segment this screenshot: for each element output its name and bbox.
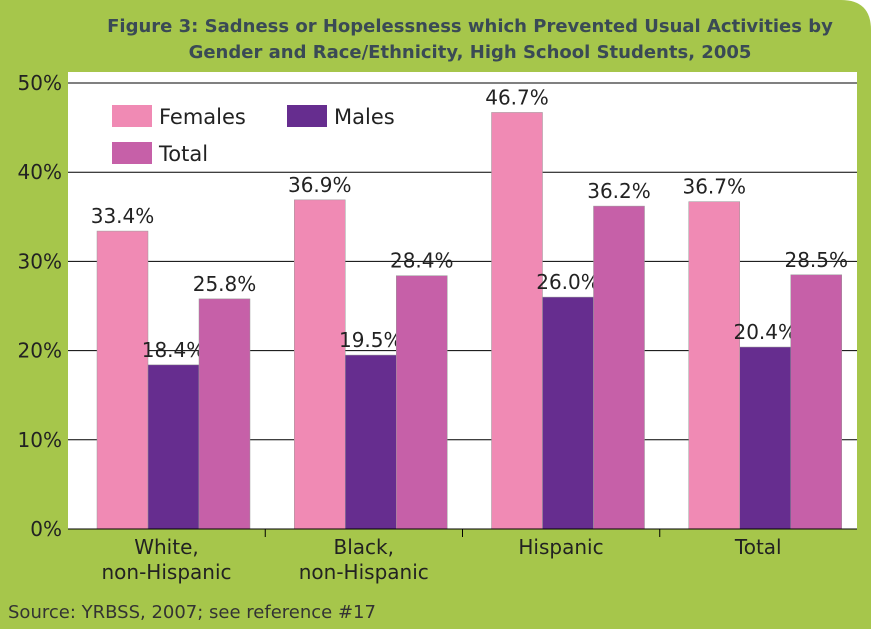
- bar: [790, 274, 842, 530]
- x-tick-label: Black, non-Hispanic: [298, 535, 429, 584]
- value-label: 19.5%: [339, 328, 403, 352]
- y-tick-label: 20%: [18, 339, 62, 363]
- bar: [396, 275, 448, 530]
- legend-label: Females: [159, 105, 246, 129]
- x-tick-label: White, non-Hispanic: [101, 535, 232, 584]
- value-label: 28.5%: [784, 248, 848, 272]
- bar: [147, 364, 200, 530]
- bar: [491, 112, 543, 530]
- x-tick-label: Total: [734, 535, 782, 559]
- y-tick-label: 50%: [18, 71, 62, 95]
- bar: [542, 296, 594, 530]
- x-tick-label: Hispanic: [518, 535, 604, 559]
- legend-label: Males: [334, 105, 395, 129]
- source: Source: YRBSS, 2007; see reference #17: [8, 602, 376, 623]
- value-label: 20.4%: [733, 320, 797, 344]
- value-label: 25.8%: [193, 272, 257, 296]
- bar: [739, 346, 791, 530]
- chart-title: Gender and Race/Ethnicity, High School S…: [189, 42, 752, 63]
- bar: [198, 298, 251, 530]
- legend-swatch: [112, 105, 152, 127]
- value-label: 36.2%: [587, 179, 651, 203]
- value-label: 18.4%: [142, 338, 206, 362]
- bar: [345, 354, 397, 530]
- bar: [96, 230, 149, 530]
- value-label: 36.9%: [288, 173, 352, 197]
- value-label: 28.4%: [390, 249, 454, 273]
- value-label: 46.7%: [485, 85, 549, 109]
- y-tick-label: 0%: [30, 517, 62, 541]
- legend-swatch: [287, 105, 327, 127]
- value-label: 36.7%: [682, 175, 746, 199]
- y-tick-label: 40%: [18, 160, 62, 184]
- y-tick-label: 10%: [18, 428, 62, 452]
- bar: [593, 205, 645, 530]
- bar: [294, 199, 346, 530]
- bar: [688, 201, 740, 530]
- legend-label: Total: [158, 142, 208, 166]
- y-tick-label: 30%: [18, 249, 62, 273]
- chart-title: Figure 3: Sadness or Hopelessness which …: [107, 16, 833, 37]
- legend-swatch: [112, 142, 152, 164]
- value-label: 33.4%: [91, 204, 155, 228]
- value-label: 26.0%: [536, 270, 600, 294]
